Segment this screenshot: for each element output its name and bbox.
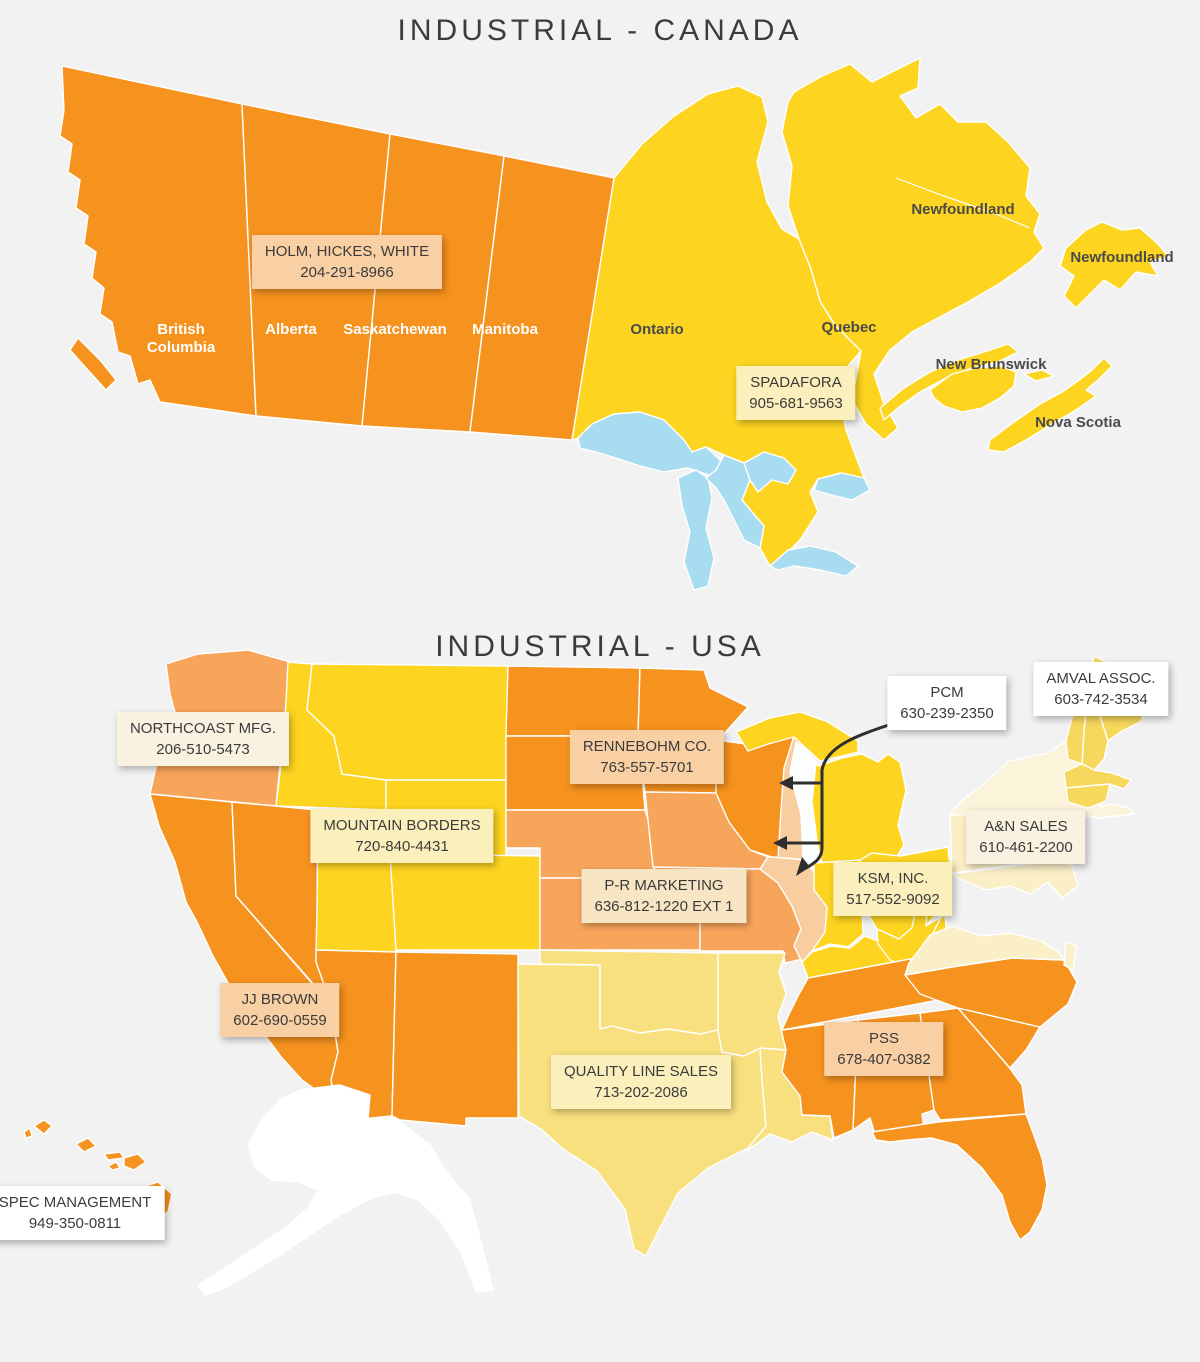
state-hawaii-lanai [107,1161,121,1171]
company-name: NORTHCOAST MFG. [129,720,277,737]
company-phone: 678-407-0382 [837,1051,931,1068]
state-michigan-upper [735,711,859,762]
company-name: QUALITY LINE SALES [564,1063,718,1080]
company-phone: 763-557-5701 [600,759,694,776]
canada-map-title: INDUSTRIAL - CANADA [397,14,803,47]
province-new-brunswick [929,365,1017,413]
state-hawaii-oahu [75,1137,97,1153]
company-phone: 204-291-8966 [300,264,394,281]
territory-label-ksm-inc: KSM, INC. 517-552-9092 [833,862,953,916]
province-nova-scotia [987,357,1113,453]
company-name: RENNEBOHM CO. [582,738,712,755]
territory-label-spec-management: SPEC MANAGEMENT 949-350-0811 [0,1186,165,1240]
state-new-mexico [391,951,519,1127]
label-british-columbia: British Columbia [146,321,216,356]
territory-label-northcoast-mfg: NORTHCOAST MFG. 206-510-5473 [116,712,290,766]
canada-map [59,57,1169,591]
territory-label-spadafora: SPADAFORA 905-681-9563 [736,366,856,420]
label-quebec: Quebec [821,319,877,336]
company-phone: 905-681-9563 [749,395,843,412]
province-british-columbia [59,65,257,417]
label-nova-scotia: Nova Scotia [1035,414,1121,431]
state-connecticut-rhode-island [1065,783,1111,809]
company-phone: 610-461-2200 [979,839,1073,856]
territory-label-an-sales: A&N SALES 610-461-2200 [966,810,1086,864]
state-hawaii-molokai [103,1151,125,1161]
state-hawaii-niihau [23,1127,33,1139]
state-florida [871,1113,1048,1241]
territory-label-jj-brown: JJ BROWN 602-690-0559 [220,983,340,1037]
state-hawaii-maui [123,1153,147,1171]
label-ontario: Ontario [630,321,684,338]
state-colorado [389,853,541,951]
lake-ontario [813,472,871,501]
company-phone: 630-239-2350 [900,705,994,722]
company-name: SPEC MANAGEMENT [0,1194,152,1211]
pcm-arrowhead-1 [779,776,793,790]
company-name: PSS [868,1030,900,1047]
state-hawaii-kauai [33,1119,53,1135]
province-quebec-south-shore [879,343,1019,421]
usa-map-title: INDUSTRIAL - USA [435,630,765,663]
lake-huron [705,454,765,549]
company-name: A&N SALES [984,818,1068,835]
company-name: KSM, INC. [857,870,929,887]
lake-michigan-canada [677,469,715,591]
quebec-labrador-border [895,177,1031,229]
territory-label-holm-hickes-white: HOLM, HICKES, WHITE 204-291-8966 [251,235,443,289]
company-phone: 720-840-4431 [355,838,449,855]
territory-label-quality-line-sales: QUALITY LINE SALES 713-202-2086 [551,1055,731,1109]
state-arkansas [717,952,787,1057]
company-phone: 713-202-2086 [594,1084,688,1101]
territory-label-pss: PSS 678-407-0382 [824,1022,944,1076]
state-alaska [197,1084,494,1296]
province-quebec [781,57,1045,441]
province-newfoundland-island [1059,221,1169,309]
company-name: SPADAFORA [750,374,842,391]
lake-georgian-bay [743,451,797,493]
territory-label-pr-marketing: P-R MARKETING 636-812-1220 EXT 1 [581,869,747,923]
pcm-arrowhead-2 [773,836,787,850]
company-name: HOLM, HICKES, WHITE [264,243,430,260]
company-phone: 517-552-9092 [846,891,940,908]
territory-label-pcm: PCM 630-239-2350 [887,676,1007,730]
company-name: P-R MARKETING [604,877,724,894]
territory-label-rennebohm-co: RENNEBOHM CO. 763-557-5701 [569,730,725,784]
label-saskatchewan: Saskatchewan [343,321,447,338]
label-newfoundland-labrador: Newfoundland [911,201,1015,218]
company-phone: 636-812-1220 EXT 1 [594,898,734,915]
label-alberta: Alberta [265,321,317,338]
company-phone: 603-742-3534 [1054,691,1148,708]
pcm-arrowhead-3 [796,857,810,876]
label-manitoba: Manitoba [472,321,538,338]
company-phone: 206-510-5473 [156,741,250,758]
company-name: JJ BROWN [241,991,319,1008]
territory-label-amval-assoc: AMVAL ASSOC. 603-742-3534 [1033,662,1169,716]
state-michigan [811,753,907,864]
province-vancouver-island [69,337,117,391]
label-new-brunswick: New Brunswick [935,356,1047,373]
company-phone: 602-690-0559 [233,1012,327,1029]
company-name: AMVAL ASSOC. [1046,670,1156,687]
state-virginia-eastern-shore [1063,941,1077,971]
state-north-dakota [505,665,641,737]
label-newfoundland-island: Newfoundland [1070,249,1174,266]
company-name: PCM [930,684,964,701]
company-phone: 949-350-0811 [28,1215,122,1232]
territory-label-mountain-borders: MOUNTAIN BORDERS 720-840-4431 [310,809,494,863]
province-prince-edward-island [1023,369,1055,382]
company-name: MOUNTAIN BORDERS [323,817,481,834]
lake-erie [769,545,859,577]
